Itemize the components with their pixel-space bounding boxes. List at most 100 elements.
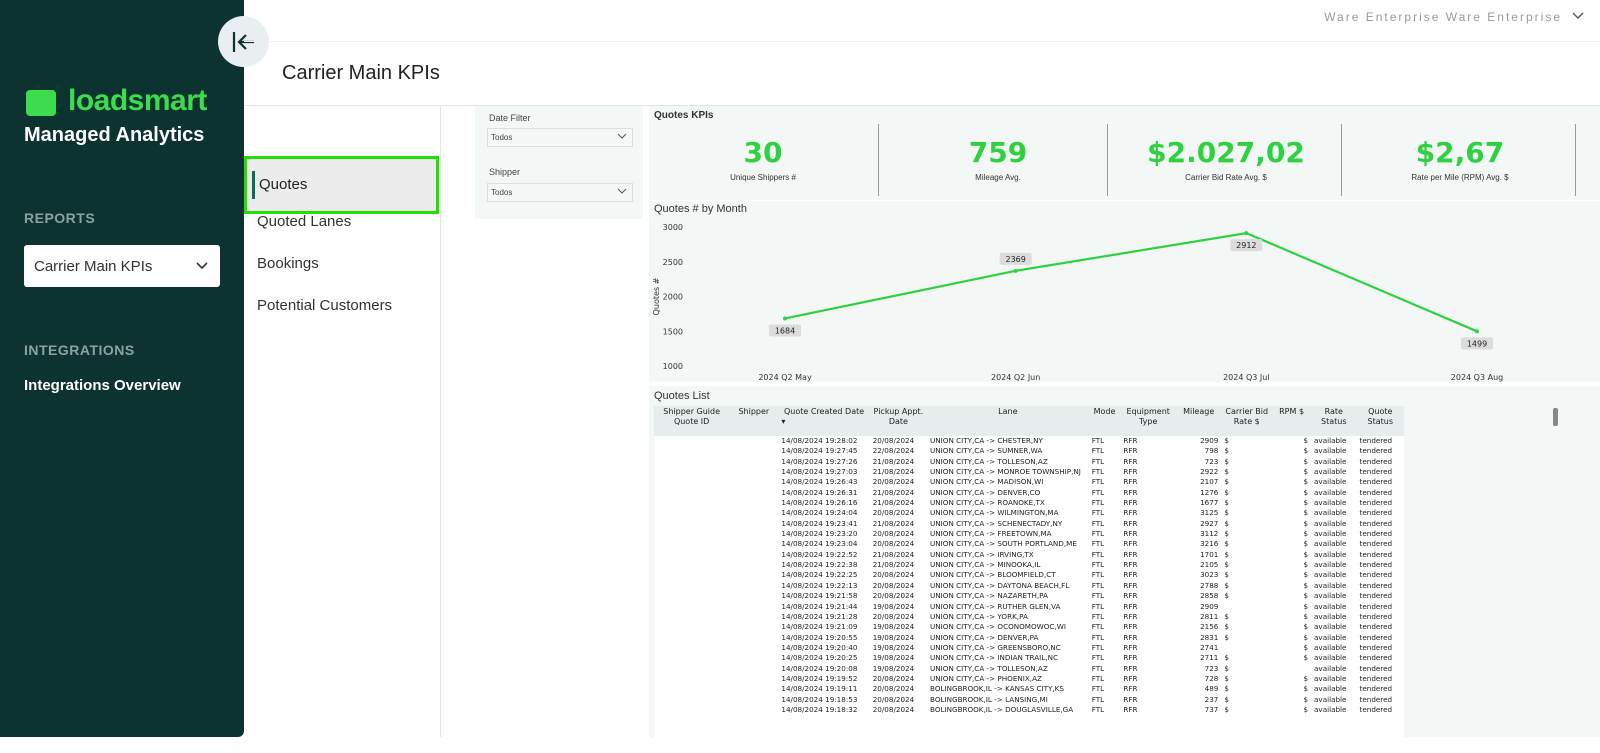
column-header[interactable]: Lane	[927, 406, 1089, 436]
table-row[interactable]: 14/08/2024 19:21:58 20/08/2024 UNION CITY,…	[654, 591, 1404, 601]
table-row[interactable]: 14/08/2024 19:28:02 20/08/2024 UNION CITY,…	[654, 436, 1404, 446]
table-row[interactable]: 14/08/2024 19:24:04 20/08/2024 UNION CITY,…	[654, 508, 1404, 518]
table-cell	[729, 612, 778, 622]
table-cell: $	[1303, 529, 1309, 539]
table-cell: $	[1303, 560, 1309, 570]
table-cell: available	[1314, 549, 1347, 559]
table-cell: tendered	[1359, 529, 1393, 539]
table-cell: available	[1314, 456, 1347, 466]
table-cell: 14/08/2024 19:20:55	[781, 632, 858, 642]
table-row[interactable]: 14/08/2024 19:22:13 20/08/2024 UNION CITY,…	[654, 581, 1404, 591]
table-row[interactable]: 14/08/2024 19:26:16 21/08/2024 UNION CITY,…	[654, 498, 1404, 508]
table-row[interactable]: 14/08/2024 19:27:26 21/08/2024 UNION CITY,…	[654, 457, 1404, 467]
table-cell: $	[1303, 456, 1309, 466]
table-cell	[729, 539, 778, 549]
filters-panel: Date Filter Todos Shipper Todos	[475, 106, 643, 219]
data-point	[1244, 231, 1249, 236]
column-header[interactable]: Rate Status	[1311, 406, 1357, 436]
user-menu-text[interactable]: Ware Enterprise Ware Enterprise	[1324, 10, 1562, 24]
table-cell: 20/08/2024	[872, 580, 915, 590]
table-row[interactable]: 14/08/2024 19:22:52 21/08/2024 UNION CITY,…	[654, 550, 1404, 560]
column-header[interactable]: RPM $	[1272, 406, 1312, 436]
table-cell: 1276	[1200, 487, 1219, 497]
table-cell: FTL	[1091, 508, 1105, 518]
nav-item-quotes[interactable]: Quotes	[244, 156, 439, 214]
table-row[interactable]: 14/08/2024 19:19:52 20/08/2024 UNION CITY,…	[654, 674, 1404, 684]
table-cell: available	[1314, 436, 1347, 445]
column-header[interactable]: Quote Created Date ▾	[778, 406, 870, 436]
table-row[interactable]: 14/08/2024 19:19:11 20/08/2024 BOLINGBROOK…	[654, 684, 1404, 694]
column-header[interactable]: Shipper Guide Quote ID	[654, 406, 730, 436]
table-cell	[1221, 602, 1272, 612]
top-bar: Ware Enterprise Ware Enterprise	[244, 0, 1600, 42]
table-row[interactable]: 14/08/2024 19:23:20 20/08/2024 UNION CITY,…	[654, 529, 1404, 539]
date-filter-select[interactable]: Todos	[487, 128, 633, 147]
column-header[interactable]: Carrier Bid Rate $	[1221, 406, 1273, 436]
table-row[interactable]: 14/08/2024 19:23:41 21/08/2024 UNION CITY,…	[654, 519, 1404, 529]
table-cell	[654, 519, 729, 529]
nav-item-potential-customers[interactable]: Potential Customers	[257, 297, 393, 314]
table-cell	[654, 612, 729, 622]
column-header[interactable]: Quote Status	[1356, 406, 1404, 436]
table-cell: FTL	[1091, 436, 1105, 445]
table-cell	[654, 436, 729, 446]
data-label: 1499	[1467, 339, 1487, 348]
table-cell: UNION CITY,CA -> GREENSBORO,NC	[930, 642, 1061, 652]
table-scrollbar[interactable]	[1553, 408, 1558, 426]
table-cell: tendered	[1359, 487, 1393, 497]
table-row[interactable]: 14/08/2024 19:18:53 20/08/2024 BOLINGBROOK…	[654, 695, 1404, 705]
table-cell: 19/08/2024	[872, 642, 915, 652]
table-cell	[654, 664, 729, 674]
table-cell: 14/08/2024 19:19:52	[781, 673, 858, 683]
table-row[interactable]: 14/08/2024 19:27:03 21/08/2024 UNION CITY,…	[654, 467, 1404, 477]
nav-item-bookings[interactable]: Bookings	[257, 255, 319, 272]
table-cell	[1221, 643, 1272, 653]
table-row[interactable]: 14/08/2024 19:21:44 19/08/2024 UNION CITY,…	[654, 602, 1404, 612]
table-cell	[729, 477, 778, 487]
integrations-overview-link[interactable]: Integrations Overview	[24, 377, 181, 394]
y-tick-label: 2500	[663, 258, 683, 267]
table-row[interactable]: 14/08/2024 19:20:08 19/08/2024 UNION CITY,…	[654, 664, 1404, 674]
table-cell: $	[1303, 611, 1309, 621]
column-header[interactable]: Mode	[1088, 406, 1121, 436]
table-cell: 3216	[1200, 539, 1219, 549]
table-cell: UNION CITY,CA -> MADISON,WI	[930, 477, 1044, 487]
table-cell: RFR	[1123, 611, 1138, 621]
column-header[interactable]: Pickup Appt. Date	[869, 406, 928, 436]
table-row[interactable]: 14/08/2024 19:26:31 21/08/2024 UNION CITY,…	[654, 488, 1404, 498]
table-row[interactable]: 14/08/2024 19:20:25 19/08/2024 UNION CITY,…	[654, 653, 1404, 663]
table-cell: $	[1303, 601, 1309, 611]
report-select[interactable]: Carrier Main KPIs	[24, 245, 220, 287]
table-cell: $	[1224, 704, 1229, 714]
table-row[interactable]: 14/08/2024 19:27:45 22/08/2024 UNION CITY,…	[654, 446, 1404, 456]
table-row[interactable]: 14/08/2024 19:22:38 21/08/2024 UNION CITY,…	[654, 560, 1404, 570]
table-cell: 2831	[1200, 632, 1219, 642]
table-cell: tendered	[1359, 704, 1393, 714]
table-cell: 14/08/2024 19:23:41	[781, 518, 858, 528]
nav-item-quoted-lanes[interactable]: Quoted Lanes	[257, 213, 352, 230]
sort-desc-icon[interactable]: ▾	[781, 417, 786, 426]
chevron-down-icon	[617, 188, 627, 194]
table-row[interactable]: 14/08/2024 19:20:55 19/08/2024 UNION CITY,…	[654, 633, 1404, 643]
quotes-table-container[interactable]: Shipper Guide Quote ID Shipper Quote Creat…	[654, 406, 1404, 737]
table-row[interactable]: 14/08/2024 19:18:32 20/08/2024 BOLINGBROOK…	[654, 705, 1404, 715]
table-cell: $	[1224, 446, 1229, 456]
table-row[interactable]: 14/08/2024 19:21:28 20/08/2024 UNION CITY,…	[654, 612, 1404, 622]
table-row[interactable]: 14/08/2024 19:20:40 19/08/2024 UNION CITY,…	[654, 643, 1404, 653]
column-header[interactable]: Mileage	[1175, 406, 1222, 436]
table-row[interactable]: 14/08/2024 19:23:04 20/08/2024 UNION CITY,…	[654, 539, 1404, 549]
table-cell: RFR	[1123, 580, 1138, 590]
table-cell: $	[1303, 570, 1309, 580]
column-header[interactable]: Equipment Type	[1120, 406, 1176, 436]
column-header[interactable]: Shipper	[729, 406, 779, 436]
table-cell: $	[1224, 570, 1229, 580]
table-cell: 21/08/2024	[872, 467, 915, 477]
shipper-filter-select[interactable]: Todos	[487, 183, 633, 202]
table-row[interactable]: 14/08/2024 19:26:43 20/08/2024 UNION CITY,…	[654, 477, 1404, 487]
table-row[interactable]: 14/08/2024 19:21:09 19/08/2024 UNION CITY,…	[654, 622, 1404, 632]
chevron-down-icon[interactable]	[1572, 12, 1584, 20]
table-cell: 14/08/2024 19:21:28	[781, 611, 858, 621]
table-cell: 20/08/2024	[872, 673, 915, 683]
table-cell: 19/08/2024	[872, 632, 915, 642]
table-row[interactable]: 14/08/2024 19:22:25 20/08/2024 UNION CITY,…	[654, 570, 1404, 580]
